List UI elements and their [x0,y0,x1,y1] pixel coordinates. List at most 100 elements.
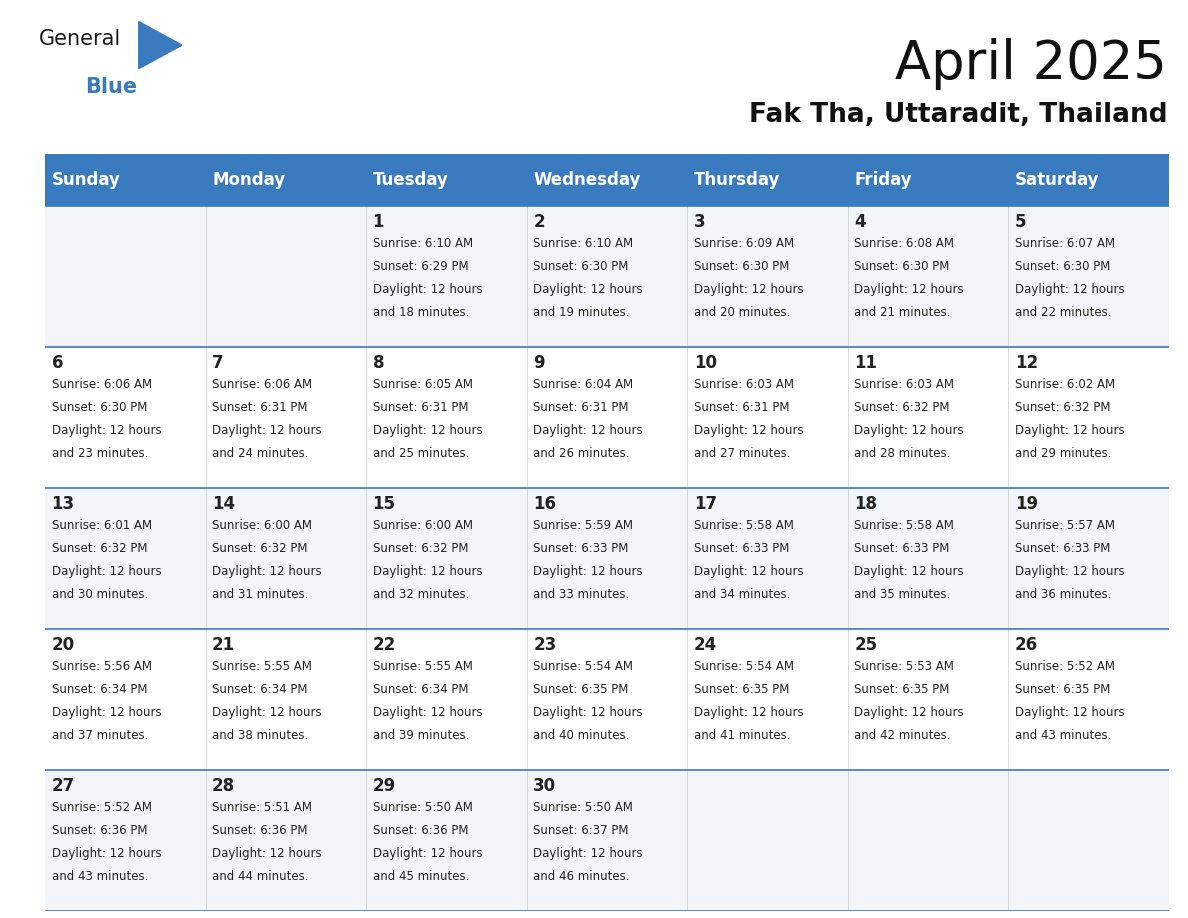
Text: Sunrise: 6:02 AM: Sunrise: 6:02 AM [1015,377,1116,391]
Text: Sunset: 6:37 PM: Sunset: 6:37 PM [533,824,628,837]
FancyBboxPatch shape [45,629,1169,769]
Text: Sunrise: 5:56 AM: Sunrise: 5:56 AM [51,660,152,673]
Text: 1: 1 [373,213,384,230]
Text: and 29 minutes.: and 29 minutes. [1015,447,1111,461]
Text: Sunrise: 5:55 AM: Sunrise: 5:55 AM [213,660,312,673]
Text: Sunrise: 6:00 AM: Sunrise: 6:00 AM [373,519,473,532]
Text: Sunset: 6:32 PM: Sunset: 6:32 PM [373,542,468,555]
Text: Sunrise: 5:54 AM: Sunrise: 5:54 AM [533,660,633,673]
Text: and 39 minutes.: and 39 minutes. [373,730,469,743]
Text: Friday: Friday [854,171,912,189]
Text: Sunrise: 5:51 AM: Sunrise: 5:51 AM [213,800,312,813]
Text: Sunrise: 6:06 AM: Sunrise: 6:06 AM [51,377,152,391]
FancyBboxPatch shape [45,487,1169,629]
Text: 21: 21 [213,635,235,654]
Text: Sunset: 6:31 PM: Sunset: 6:31 PM [373,401,468,414]
Text: and 40 minutes.: and 40 minutes. [533,730,630,743]
Text: and 25 minutes.: and 25 minutes. [373,447,469,461]
Text: 17: 17 [694,495,716,513]
Text: Daylight: 12 hours: Daylight: 12 hours [213,424,322,437]
Text: Sunrise: 5:58 AM: Sunrise: 5:58 AM [854,519,954,532]
FancyBboxPatch shape [45,347,1169,487]
Text: 26: 26 [1015,635,1038,654]
Polygon shape [139,21,182,69]
Text: 10: 10 [694,353,716,372]
Text: and 37 minutes.: and 37 minutes. [51,730,148,743]
Text: and 38 minutes.: and 38 minutes. [213,730,309,743]
Text: Sunrise: 6:09 AM: Sunrise: 6:09 AM [694,237,794,250]
Text: and 36 minutes.: and 36 minutes. [1015,588,1111,601]
Text: Daylight: 12 hours: Daylight: 12 hours [694,565,803,578]
Text: Sunrise: 6:08 AM: Sunrise: 6:08 AM [854,237,954,250]
Text: Sunset: 6:32 PM: Sunset: 6:32 PM [213,542,308,555]
Text: Sunrise: 5:58 AM: Sunrise: 5:58 AM [694,519,794,532]
Text: 19: 19 [1015,495,1038,513]
Text: General: General [39,28,121,49]
Text: Daylight: 12 hours: Daylight: 12 hours [373,706,482,719]
FancyBboxPatch shape [526,154,688,206]
Text: Sunset: 6:36 PM: Sunset: 6:36 PM [51,824,147,837]
Text: and 22 minutes.: and 22 minutes. [1015,307,1111,319]
Text: and 44 minutes.: and 44 minutes. [213,870,309,883]
Text: Daylight: 12 hours: Daylight: 12 hours [854,565,963,578]
Text: 2: 2 [533,213,545,230]
Text: 25: 25 [854,635,878,654]
Text: April 2025: April 2025 [896,39,1168,91]
Text: Thursday: Thursday [694,171,781,189]
Text: Daylight: 12 hours: Daylight: 12 hours [51,424,162,437]
Text: Tuesday: Tuesday [373,171,449,189]
Text: Sunset: 6:30 PM: Sunset: 6:30 PM [533,260,628,273]
Text: Daylight: 12 hours: Daylight: 12 hours [373,847,482,860]
Text: 4: 4 [854,213,866,230]
Text: Sunset: 6:36 PM: Sunset: 6:36 PM [373,824,468,837]
Text: Sunrise: 6:05 AM: Sunrise: 6:05 AM [373,377,473,391]
FancyBboxPatch shape [848,154,1009,206]
Text: Sunrise: 5:53 AM: Sunrise: 5:53 AM [854,660,954,673]
Text: Sunrise: 6:01 AM: Sunrise: 6:01 AM [51,519,152,532]
Text: Sunrise: 6:03 AM: Sunrise: 6:03 AM [694,377,794,391]
Text: Daylight: 12 hours: Daylight: 12 hours [533,847,643,860]
Text: Sunset: 6:33 PM: Sunset: 6:33 PM [1015,542,1111,555]
FancyBboxPatch shape [45,769,1169,911]
Text: Daylight: 12 hours: Daylight: 12 hours [1015,706,1125,719]
Text: 16: 16 [533,495,556,513]
Text: Sunset: 6:31 PM: Sunset: 6:31 PM [533,401,628,414]
Text: Sunset: 6:35 PM: Sunset: 6:35 PM [694,683,789,696]
Text: Sunrise: 5:50 AM: Sunrise: 5:50 AM [533,800,633,813]
Text: Sunset: 6:36 PM: Sunset: 6:36 PM [213,824,308,837]
Text: Daylight: 12 hours: Daylight: 12 hours [694,424,803,437]
Text: Daylight: 12 hours: Daylight: 12 hours [694,706,803,719]
Text: and 20 minutes.: and 20 minutes. [694,307,790,319]
Text: and 33 minutes.: and 33 minutes. [533,588,630,601]
Text: Sunrise: 6:03 AM: Sunrise: 6:03 AM [854,377,954,391]
Text: 15: 15 [373,495,396,513]
Text: Sunrise: 6:07 AM: Sunrise: 6:07 AM [1015,237,1116,250]
Text: and 41 minutes.: and 41 minutes. [694,730,790,743]
Text: Sunset: 6:32 PM: Sunset: 6:32 PM [1015,401,1111,414]
Text: 9: 9 [533,353,545,372]
Text: and 21 minutes.: and 21 minutes. [854,307,950,319]
Text: Sunset: 6:31 PM: Sunset: 6:31 PM [694,401,789,414]
Text: Daylight: 12 hours: Daylight: 12 hours [1015,565,1125,578]
Text: Sunset: 6:33 PM: Sunset: 6:33 PM [854,542,949,555]
FancyBboxPatch shape [1009,154,1169,206]
Text: 8: 8 [373,353,384,372]
Text: Daylight: 12 hours: Daylight: 12 hours [533,706,643,719]
Text: and 23 minutes.: and 23 minutes. [51,447,148,461]
Text: 7: 7 [213,353,223,372]
Text: and 30 minutes.: and 30 minutes. [51,588,147,601]
Text: Daylight: 12 hours: Daylight: 12 hours [854,284,963,297]
Text: Sunset: 6:30 PM: Sunset: 6:30 PM [1015,260,1111,273]
Text: and 24 minutes.: and 24 minutes. [213,447,309,461]
Text: Sunrise: 6:10 AM: Sunrise: 6:10 AM [373,237,473,250]
Text: Sunrise: 6:04 AM: Sunrise: 6:04 AM [533,377,633,391]
Text: and 43 minutes.: and 43 minutes. [1015,730,1111,743]
Text: Sunset: 6:32 PM: Sunset: 6:32 PM [51,542,147,555]
Text: Daylight: 12 hours: Daylight: 12 hours [1015,284,1125,297]
Text: Sunset: 6:31 PM: Sunset: 6:31 PM [213,401,308,414]
Text: Sunset: 6:30 PM: Sunset: 6:30 PM [854,260,949,273]
Text: 18: 18 [854,495,877,513]
Text: 3: 3 [694,213,706,230]
Text: Sunset: 6:30 PM: Sunset: 6:30 PM [51,401,147,414]
Text: Sunrise: 5:55 AM: Sunrise: 5:55 AM [373,660,473,673]
